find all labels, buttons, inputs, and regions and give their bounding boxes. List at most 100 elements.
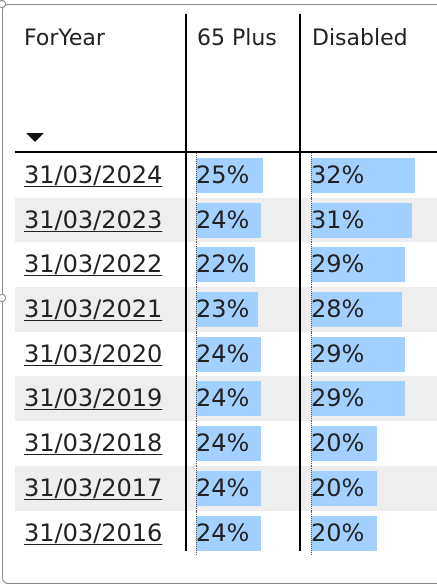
65-plus-value: 24% — [196, 518, 250, 547]
column-divider — [185, 151, 187, 551]
column-header-disabled[interactable]: Disabled — [299, 14, 437, 151]
year-cell[interactable]: 31/03/2019 — [24, 384, 163, 413]
65-plus-value: 24% — [196, 205, 250, 234]
data-bar-axis — [311, 197, 312, 243]
disabled-cell: 29% — [311, 376, 437, 422]
disabled-cell: 29% — [311, 331, 437, 377]
year-cell[interactable]: 31/03/2023 — [24, 205, 163, 234]
table-row: 31/03/2021 23% 28% — [15, 287, 437, 332]
data-bar-axis — [311, 465, 312, 511]
column-header-disabled-label: Disabled — [312, 26, 408, 51]
data-bar-axis — [196, 197, 197, 243]
data-bar-axis — [311, 153, 312, 198]
disabled-data-bar — [311, 426, 377, 462]
data-bar-axis — [196, 465, 197, 511]
disabled-value: 20% — [311, 473, 365, 502]
disabled-value: 20% — [311, 429, 365, 458]
data-bar-axis — [311, 421, 312, 466]
65-plus-data-bar — [196, 470, 261, 506]
table-row: 31/03/2017 24% 20% — [15, 465, 437, 511]
65-plus-data-bar — [196, 515, 261, 551]
column-header-65-plus[interactable]: 65 Plus — [185, 14, 299, 151]
disabled-cell: 28% — [311, 287, 437, 332]
65-plus-cell: 24% — [196, 197, 299, 243]
disabled-value: 29% — [311, 384, 365, 413]
disabled-data-bar — [311, 202, 412, 238]
year-cell[interactable]: 31/03/2022 — [24, 250, 163, 279]
year-cell[interactable]: 31/03/2024 — [24, 161, 163, 189]
data-bar-axis — [196, 421, 197, 466]
disabled-data-bar — [311, 381, 405, 417]
65-plus-cell: 24% — [196, 421, 299, 466]
disabled-data-bar — [311, 515, 377, 551]
disabled-cell: 31% — [311, 197, 437, 243]
data-bar-axis — [311, 287, 312, 332]
65-plus-data-bar — [196, 426, 261, 462]
disabled-cell: 32% — [311, 153, 437, 198]
column-header-foryear[interactable]: ForYear — [24, 14, 184, 151]
resize-handle-left[interactable] — [0, 294, 6, 302]
disabled-cell: 20% — [311, 465, 437, 511]
table-row: 31/03/2016 24% 20% — [15, 510, 437, 556]
65-plus-value: 24% — [196, 429, 250, 458]
table-row: 31/03/2019 24% 29% — [15, 376, 437, 422]
year-cell[interactable]: 31/03/2018 — [24, 429, 163, 458]
column-header-65-plus-label: 65 Plus — [197, 26, 277, 51]
data-bar-axis — [311, 376, 312, 422]
data-bar-axis — [311, 242, 312, 288]
disabled-data-bar — [311, 336, 405, 372]
65-plus-value: 24% — [196, 339, 250, 368]
year-cell[interactable]: 31/03/2020 — [24, 339, 163, 368]
65-plus-data-bar — [196, 292, 258, 328]
65-plus-cell: 23% — [196, 287, 299, 332]
disabled-value: 28% — [311, 295, 365, 324]
table-row: 31/03/2018 24% 20% — [15, 421, 437, 466]
year-cell[interactable]: 31/03/2017 — [24, 473, 163, 502]
disabled-data-bar — [311, 247, 405, 283]
data-bar-axis — [196, 376, 197, 422]
65-plus-value: 24% — [196, 384, 250, 413]
65-plus-value: 25% — [196, 161, 250, 189]
disabled-data-bar — [311, 292, 402, 328]
table-row: 31/03/2020 24% 29% — [15, 331, 437, 377]
table-header: ForYear 65 Plus Disabled — [15, 14, 437, 153]
65-plus-data-bar — [196, 158, 263, 193]
65-plus-value: 24% — [196, 473, 250, 502]
data-bar-axis — [196, 287, 197, 332]
65-plus-cell: 24% — [196, 331, 299, 377]
65-plus-value: 23% — [196, 295, 250, 324]
disabled-value: 32% — [311, 161, 365, 189]
disabled-data-bar — [311, 158, 415, 193]
data-bar-axis — [311, 510, 312, 556]
65-plus-cell: 24% — [196, 465, 299, 511]
data-bar-axis — [196, 153, 197, 198]
sort-descending-icon[interactable] — [26, 133, 44, 142]
table-row: 31/03/2024 25% 32% — [15, 153, 437, 198]
column-header-foryear-label: ForYear — [24, 26, 105, 51]
disabled-data-bar — [311, 470, 377, 506]
data-bar-axis — [196, 242, 197, 288]
resize-handle-top-left[interactable] — [0, 0, 6, 8]
disabled-cell: 20% — [311, 510, 437, 556]
65-plus-data-bar — [196, 381, 261, 417]
table-body: 31/03/2024 25% 32% 31/03/2023 24% 31% 31/03/20… — [15, 153, 437, 556]
year-cell[interactable]: 31/03/2016 — [24, 518, 163, 547]
65-plus-cell: 24% — [196, 376, 299, 422]
disabled-value: 31% — [311, 205, 365, 234]
data-bar-axis — [311, 331, 312, 377]
65-plus-data-bar — [196, 202, 261, 238]
table-row: 31/03/2022 22% 29% — [15, 242, 437, 288]
disabled-cell: 29% — [311, 242, 437, 288]
65-plus-value: 22% — [196, 250, 250, 279]
year-cell[interactable]: 31/03/2021 — [24, 295, 163, 324]
column-divider — [299, 151, 301, 551]
disabled-cell: 20% — [311, 421, 437, 466]
65-plus-cell: 25% — [196, 153, 299, 198]
65-plus-cell: 22% — [196, 242, 299, 288]
data-bar-axis — [196, 510, 197, 556]
data-bar-axis — [196, 331, 197, 377]
disabled-value: 29% — [311, 250, 365, 279]
65-plus-data-bar — [196, 247, 255, 283]
data-table: ForYear 65 Plus Disabled 31/03/2024 25% 32… — [15, 14, 437, 556]
65-plus-cell: 24% — [196, 510, 299, 556]
